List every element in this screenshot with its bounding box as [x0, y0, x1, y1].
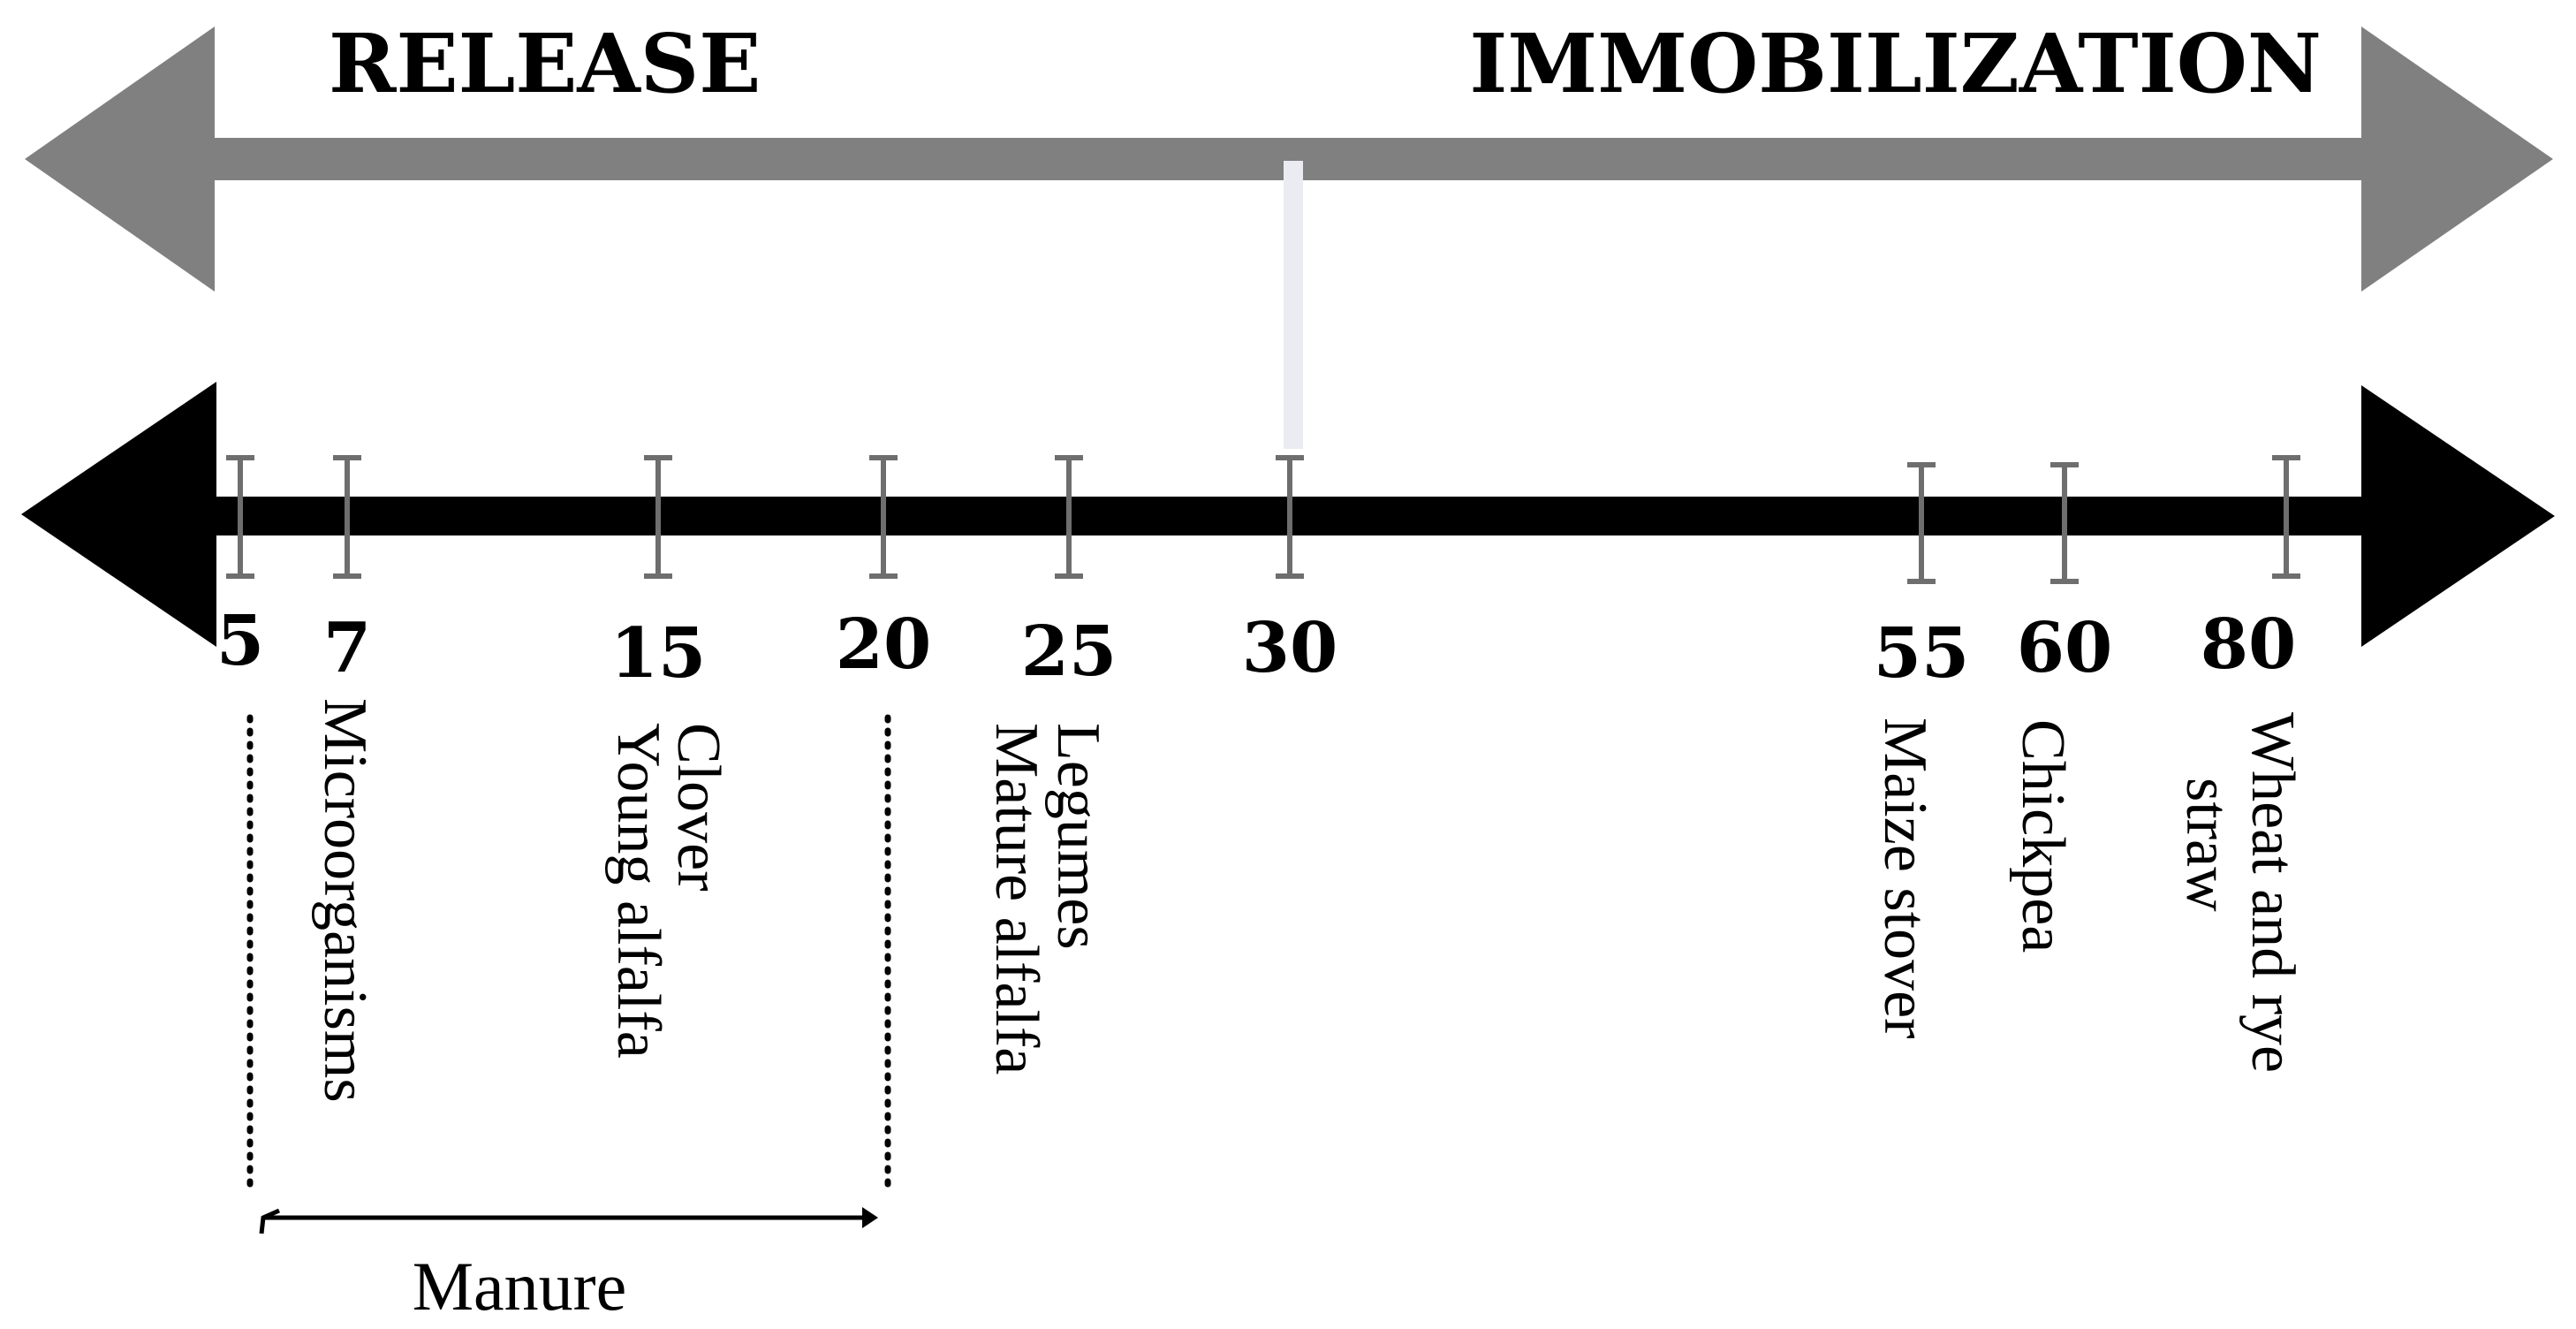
axis-arrow-left-head: [21, 382, 216, 647]
label-chickpea: Chickpea: [2009, 719, 2077, 953]
manure-arrow-head: [862, 1207, 878, 1228]
tick-25: [1055, 455, 1083, 579]
top-arrow-left-head: [25, 27, 215, 292]
label-maize-stover: Maize stover: [1871, 718, 1939, 1038]
label-clover: Clover: [664, 723, 732, 892]
tick-label-55: 55: [1874, 613, 1970, 694]
tick-7: [333, 455, 361, 579]
label-microorganisms: Microorganisms: [311, 698, 379, 1103]
tick-label-30: 30: [1242, 608, 1338, 688]
tick-60: [2050, 462, 2079, 584]
label-straw: straw: [2173, 778, 2241, 912]
tick-30: [1276, 455, 1304, 579]
top-arrow-right-head: [2361, 27, 2553, 292]
top-double-arrow: [25, 27, 2553, 292]
manure-bracket: [246, 714, 891, 1234]
tick-label-7: 7: [323, 608, 371, 688]
tick-5: [226, 455, 254, 579]
threshold-divider: [1284, 161, 1303, 449]
tick-55: [1907, 462, 1936, 584]
axis-arrow-right-head: [2361, 385, 2555, 647]
axis-double-arrow: [21, 382, 2555, 647]
manure-label: Manure: [413, 1248, 627, 1325]
tick-label-5: 5: [216, 601, 264, 681]
tick-label-20: 20: [836, 604, 932, 685]
tick-15: [644, 455, 672, 579]
tick-label-15: 15: [610, 613, 707, 694]
label-legumes: Legumes: [1044, 723, 1112, 950]
tick-20: [869, 455, 898, 579]
tick-80: [2272, 455, 2300, 579]
label-wheat-and-rye: Wheat and rye: [2239, 712, 2307, 1073]
immobilization-heading: IMMOBILIZATION: [1469, 16, 2322, 111]
tick-label-80: 80: [2201, 604, 2297, 685]
manure-bracket-left-tick: [259, 1208, 281, 1234]
tick-label-60: 60: [2017, 608, 2113, 688]
release-heading: RELEASE: [329, 16, 761, 111]
label-mature-alfalfa: Mature alfalfa: [982, 723, 1050, 1075]
tick-label-25: 25: [1021, 611, 1118, 692]
label-young-alfalfa: Young alfalfa: [604, 723, 672, 1059]
